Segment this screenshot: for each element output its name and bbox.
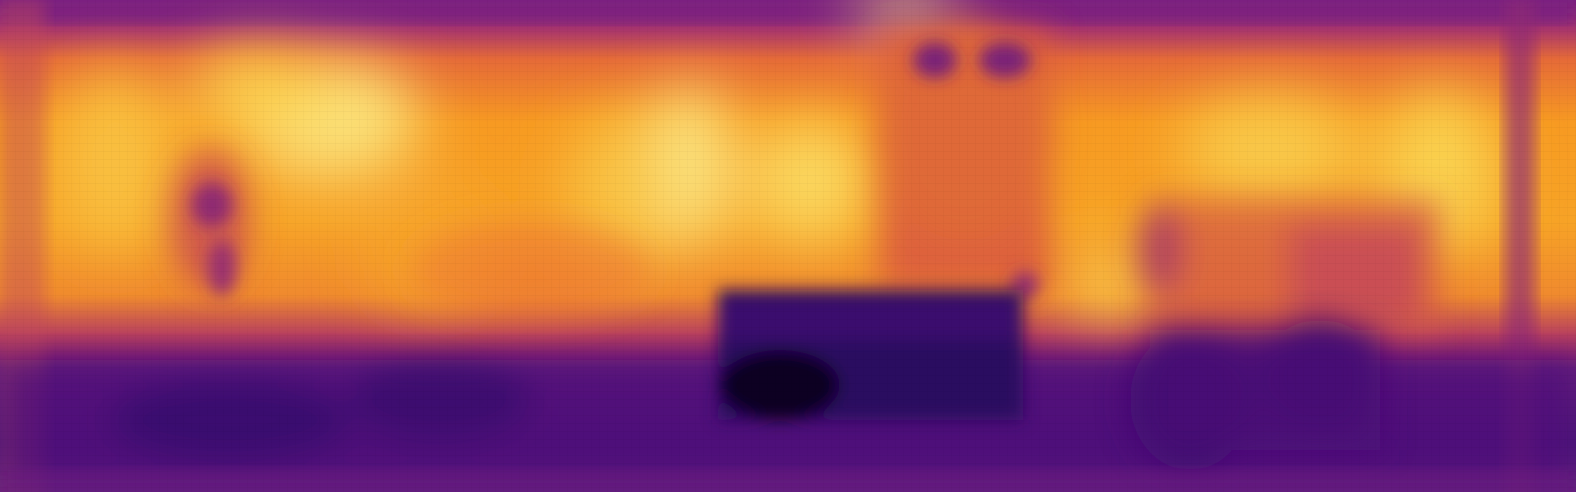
block-texture-overlay xyxy=(0,0,1576,492)
depth-map-image xyxy=(0,0,1576,492)
depth-map-canvas xyxy=(0,0,1576,492)
